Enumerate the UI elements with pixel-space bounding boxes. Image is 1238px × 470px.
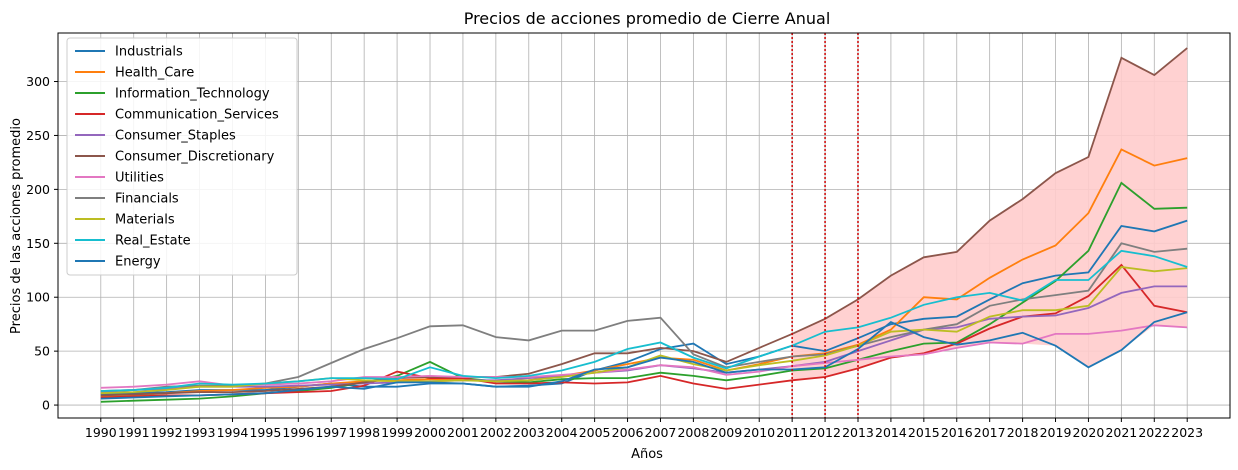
legend-label: Communication_Services bbox=[115, 108, 279, 123]
x-axis-ticks: 1990 1991 1992 1993 1994 1995 1996 1997 1998 1999… bbox=[85, 418, 1203, 440]
series-line-real-estate bbox=[100, 249, 1188, 392]
legend-label: Consumer_Discretionary bbox=[115, 150, 275, 165]
legend-label: Energy bbox=[115, 255, 161, 270]
y-axis-label: Precios de las acciones promedio bbox=[9, 118, 24, 334]
x-tick-label: 1997 bbox=[315, 425, 347, 440]
y-tick-label: 150 bbox=[26, 236, 50, 251]
x-tick-label: 1992 bbox=[151, 425, 183, 440]
x-tick-label: 2008 bbox=[677, 425, 709, 440]
x-tick-label: 2020 bbox=[1073, 425, 1105, 440]
x-tick-label: 1994 bbox=[217, 425, 249, 440]
x-tick-label: 1999 bbox=[381, 425, 413, 440]
legend-box bbox=[66, 37, 298, 276]
x-tick-label: 2016 bbox=[941, 425, 973, 440]
x-tick-label: 2013 bbox=[842, 425, 874, 440]
x-tick-label: 2019 bbox=[1040, 425, 1072, 440]
x-tick-label: 2005 bbox=[579, 425, 611, 440]
legend-label: Materials bbox=[115, 213, 175, 228]
x-tick-label: 2011 bbox=[776, 425, 808, 440]
x-tick-label: 2022 bbox=[1138, 425, 1170, 440]
series-lines bbox=[100, 47, 1188, 403]
x-tick-label: 2012 bbox=[809, 425, 841, 440]
x-tick-label: 2015 bbox=[908, 425, 940, 440]
x-tick-label: 2006 bbox=[612, 425, 644, 440]
x-tick-label: 2004 bbox=[546, 425, 578, 440]
series-line-communication-services bbox=[100, 263, 1188, 399]
x-tick-label: 2002 bbox=[480, 425, 512, 440]
x-tick-label: 2009 bbox=[710, 425, 742, 440]
x-tick-label: 2023 bbox=[1171, 425, 1203, 440]
x-tick-label: 2000 bbox=[414, 425, 446, 440]
x-tick-label: 2021 bbox=[1105, 425, 1137, 440]
range-band bbox=[792, 48, 1188, 381]
x-tick-label: 1996 bbox=[282, 425, 314, 440]
series-line-consumer-discretionary bbox=[100, 47, 1188, 397]
x-axis-label: Años bbox=[631, 447, 663, 462]
series-line-utilities bbox=[100, 324, 1188, 389]
legend-label: Real_Estate bbox=[115, 234, 191, 249]
x-tick-label: 1995 bbox=[249, 425, 281, 440]
x-tick-label: 2003 bbox=[513, 425, 545, 440]
y-tick-label: 50 bbox=[34, 344, 50, 359]
legend-label: Consumer_Staples bbox=[115, 129, 236, 144]
y-tick-label: 0 bbox=[42, 398, 50, 413]
legend-label: Utilities bbox=[115, 171, 164, 186]
series-line-energy bbox=[100, 311, 1188, 400]
y-tick-label: 300 bbox=[26, 74, 50, 89]
x-tick-label: 2007 bbox=[645, 425, 677, 440]
x-tick-label: 2014 bbox=[875, 425, 907, 440]
series-line-industrials bbox=[100, 219, 1188, 396]
x-tick-label: 1991 bbox=[118, 425, 150, 440]
legend-label: Industrials bbox=[115, 45, 183, 60]
chart-title: Precios de acciones promedio de Cierre A… bbox=[464, 9, 831, 28]
y-tick-label: 250 bbox=[26, 128, 50, 143]
x-tick-label: 2010 bbox=[743, 425, 775, 440]
x-tick-label: 1990 bbox=[85, 425, 117, 440]
min-max-band bbox=[792, 48, 1188, 381]
x-tick-label: 2018 bbox=[1007, 425, 1039, 440]
legend-label: Health_Care bbox=[115, 66, 194, 81]
legend-label: Financials bbox=[115, 192, 179, 207]
y-axis-ticks: 0 50 100 150 200 250 300 bbox=[26, 74, 58, 413]
x-tick-label: 1998 bbox=[348, 425, 380, 440]
series-line-financials bbox=[100, 242, 1188, 392]
plot-frame bbox=[57, 32, 1231, 419]
legend-label: Information_Technology bbox=[115, 87, 270, 102]
x-tick-label: 1993 bbox=[184, 425, 216, 440]
y-tick-label: 200 bbox=[26, 182, 50, 197]
legend: Industrials Health_Care Information_Techno… bbox=[66, 37, 298, 276]
x-tick-label: 2001 bbox=[447, 425, 479, 440]
y-tick-label: 100 bbox=[26, 290, 50, 305]
vertical-reference-lines bbox=[791, 33, 859, 418]
x-tick-label: 2017 bbox=[974, 425, 1006, 440]
